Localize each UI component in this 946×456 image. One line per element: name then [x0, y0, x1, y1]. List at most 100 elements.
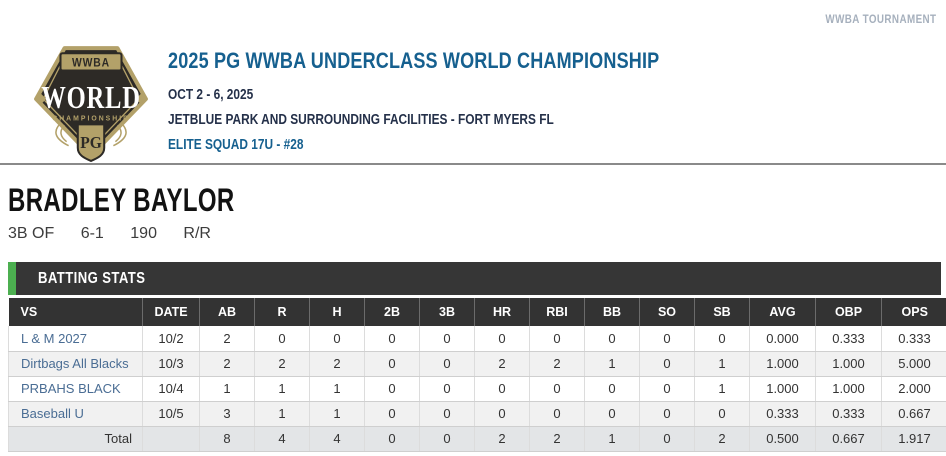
date-cell: 10/5 — [142, 401, 200, 427]
stat-cell: 0 — [639, 351, 695, 377]
column-header-3b: 3B — [419, 298, 475, 326]
stat-cell: 0.333 — [749, 401, 816, 427]
total-stat-cell: 1 — [584, 426, 640, 452]
total-label-cell: Total — [8, 426, 143, 452]
stat-cell: 0 — [639, 376, 695, 402]
stat-cell: 0 — [419, 376, 475, 402]
stat-cell: 1 — [694, 351, 750, 377]
total-stat-cell: 8 — [199, 426, 255, 452]
team-link[interactable]: PRBAHS BLACK — [21, 381, 121, 396]
table-row: L & M 2027 10/2 2 0 0 0 0 0 0 0 0 0 0.000 0.333 0.333 — [8, 326, 946, 352]
stat-cell: 2.000 — [881, 376, 946, 402]
date-cell — [142, 426, 200, 452]
stat-cell: 0 — [474, 401, 530, 427]
vs-cell: L & M 2027 — [8, 326, 143, 352]
stat-cell: 5.000 — [881, 351, 946, 377]
player-positions: 3B OF — [8, 225, 55, 242]
total-stat-cell: 0.500 — [749, 426, 816, 452]
vs-cell: PRBAHS BLACK — [8, 376, 143, 402]
date-cell: 10/2 — [142, 326, 200, 352]
wwba-world-championship-logo: WWBA WORLD CHAMPIONSHIP PG — [34, 46, 148, 162]
vs-cell: Baseball U — [8, 401, 143, 427]
stat-cell: 0 — [309, 326, 365, 352]
event-team-link[interactable]: ELITE SQUAD 17U - #28 — [168, 137, 304, 153]
stat-cell: 0.333 — [815, 401, 882, 427]
stat-cell: 0 — [694, 401, 750, 427]
stat-cell: 0 — [584, 401, 640, 427]
stat-cell: 0 — [364, 351, 420, 377]
column-header-so: SO — [639, 298, 695, 326]
stat-cell: 0 — [419, 351, 475, 377]
watermark-label: WWBA TOURNAMENT — [824, 12, 936, 26]
stat-cell: 0 — [529, 401, 585, 427]
stat-cell: 0 — [694, 326, 750, 352]
stat-cell: 2 — [254, 351, 310, 377]
player-weight: 190 — [130, 225, 157, 242]
stat-cell: 0 — [474, 376, 530, 402]
total-stat-cell: 2 — [474, 426, 530, 452]
stat-cell: 0 — [529, 326, 585, 352]
stat-cell: 2 — [199, 351, 255, 377]
total-stat-cell: 4 — [309, 426, 365, 452]
stat-cell: 0 — [419, 401, 475, 427]
total-row: Total 8 4 4 0 0 2 2 1 0 2 0.500 0.667 1.917 — [8, 426, 946, 452]
stat-cell: 2 — [199, 326, 255, 352]
stat-cell: 1.000 — [815, 351, 882, 377]
logo-banner — [59, 52, 123, 72]
player-bats-throws: R/R — [183, 225, 211, 242]
header-divider — [0, 163, 946, 165]
column-header-2b: 2B — [364, 298, 420, 326]
column-header-rbi: RBI — [529, 298, 585, 326]
vs-cell: Dirtbags All Blacks — [8, 351, 143, 377]
date-cell: 10/4 — [142, 376, 200, 402]
column-header-bb: BB — [584, 298, 640, 326]
stat-cell: 0 — [584, 326, 640, 352]
stat-cell: 2 — [529, 351, 585, 377]
column-header-r: R — [254, 298, 310, 326]
batting-stats-table: VS DATE AB R H 2B 3B HR RBI BB SO SB AVG OBP OPS L & M… — [8, 298, 946, 452]
column-header-avg: AVG — [749, 298, 816, 326]
stat-cell: 1 — [309, 401, 365, 427]
logo-banner-text: WWBA — [72, 57, 110, 70]
logo-shield — [76, 123, 106, 162]
player-bio: 3B OF 6-1 190 R/R — [8, 225, 310, 243]
column-header-sb: SB — [694, 298, 750, 326]
table-row: PRBAHS BLACK 10/4 1 1 1 0 0 0 0 0 0 1 1.000 1.000 2.00… — [8, 376, 946, 402]
stat-cell: 1 — [694, 376, 750, 402]
event-title[interactable]: 2025 PG WWBA UNDERCLASS WORLD CHAMPIONSH… — [168, 48, 660, 73]
total-stat-cell: 0.667 — [815, 426, 882, 452]
team-link[interactable]: Baseball U — [21, 406, 84, 421]
table-row: Dirtbags All Blacks 10/3 2 2 2 0 0 2 2 1 0 1 1.000 1.… — [8, 351, 946, 377]
player-height: 6-1 — [80, 225, 104, 242]
stat-cell: 1.000 — [749, 351, 816, 377]
table-header-row: VS DATE AB R H 2B 3B HR RBI BB SO SB AVG OBP OPS — [8, 298, 946, 326]
batting-stats-header-bar: BATTING STATS — [8, 262, 941, 295]
batting-stats-title: BATTING STATS — [38, 270, 146, 287]
column-header-ab: AB — [199, 298, 255, 326]
stat-cell: 0 — [364, 326, 420, 352]
column-header-h: H — [309, 298, 365, 326]
total-stat-cell: 2 — [529, 426, 585, 452]
stat-cell: 1 — [199, 376, 255, 402]
total-stat-cell: 4 — [254, 426, 310, 452]
stat-cell: 2 — [474, 351, 530, 377]
batting-stats-section: BATTING STATS VS DATE AB R H 2B 3B HR RBI BB SO SB A… — [8, 262, 946, 452]
logo-world-text: WORLD — [41, 81, 141, 116]
event-dates: OCT 2 - 6, 2025 — [168, 87, 254, 103]
stat-cell: 0 — [584, 376, 640, 402]
column-header-vs: VS — [8, 298, 143, 326]
stat-cell: 1.000 — [749, 376, 816, 402]
column-header-date: DATE — [142, 298, 200, 326]
stat-cell: 1 — [254, 376, 310, 402]
stat-cell: 1 — [309, 376, 365, 402]
stat-cell: 1 — [254, 401, 310, 427]
logo-pg-monogram: PG — [80, 132, 102, 152]
player-block: BRADLEY BAYLOR 3B OF 6-1 190 R/R — [8, 182, 310, 243]
event-header: WWBA WORLD CHAMPIONSHIP PG 2025 PG WWBA … — [30, 40, 767, 162]
team-link[interactable]: L & M 2027 — [21, 330, 88, 346]
team-link[interactable]: Dirtbags All Blacks — [21, 356, 129, 371]
stat-cell: 0 — [529, 376, 585, 402]
stat-cell: 0 — [364, 401, 420, 427]
date-cell: 10/3 — [142, 351, 200, 377]
